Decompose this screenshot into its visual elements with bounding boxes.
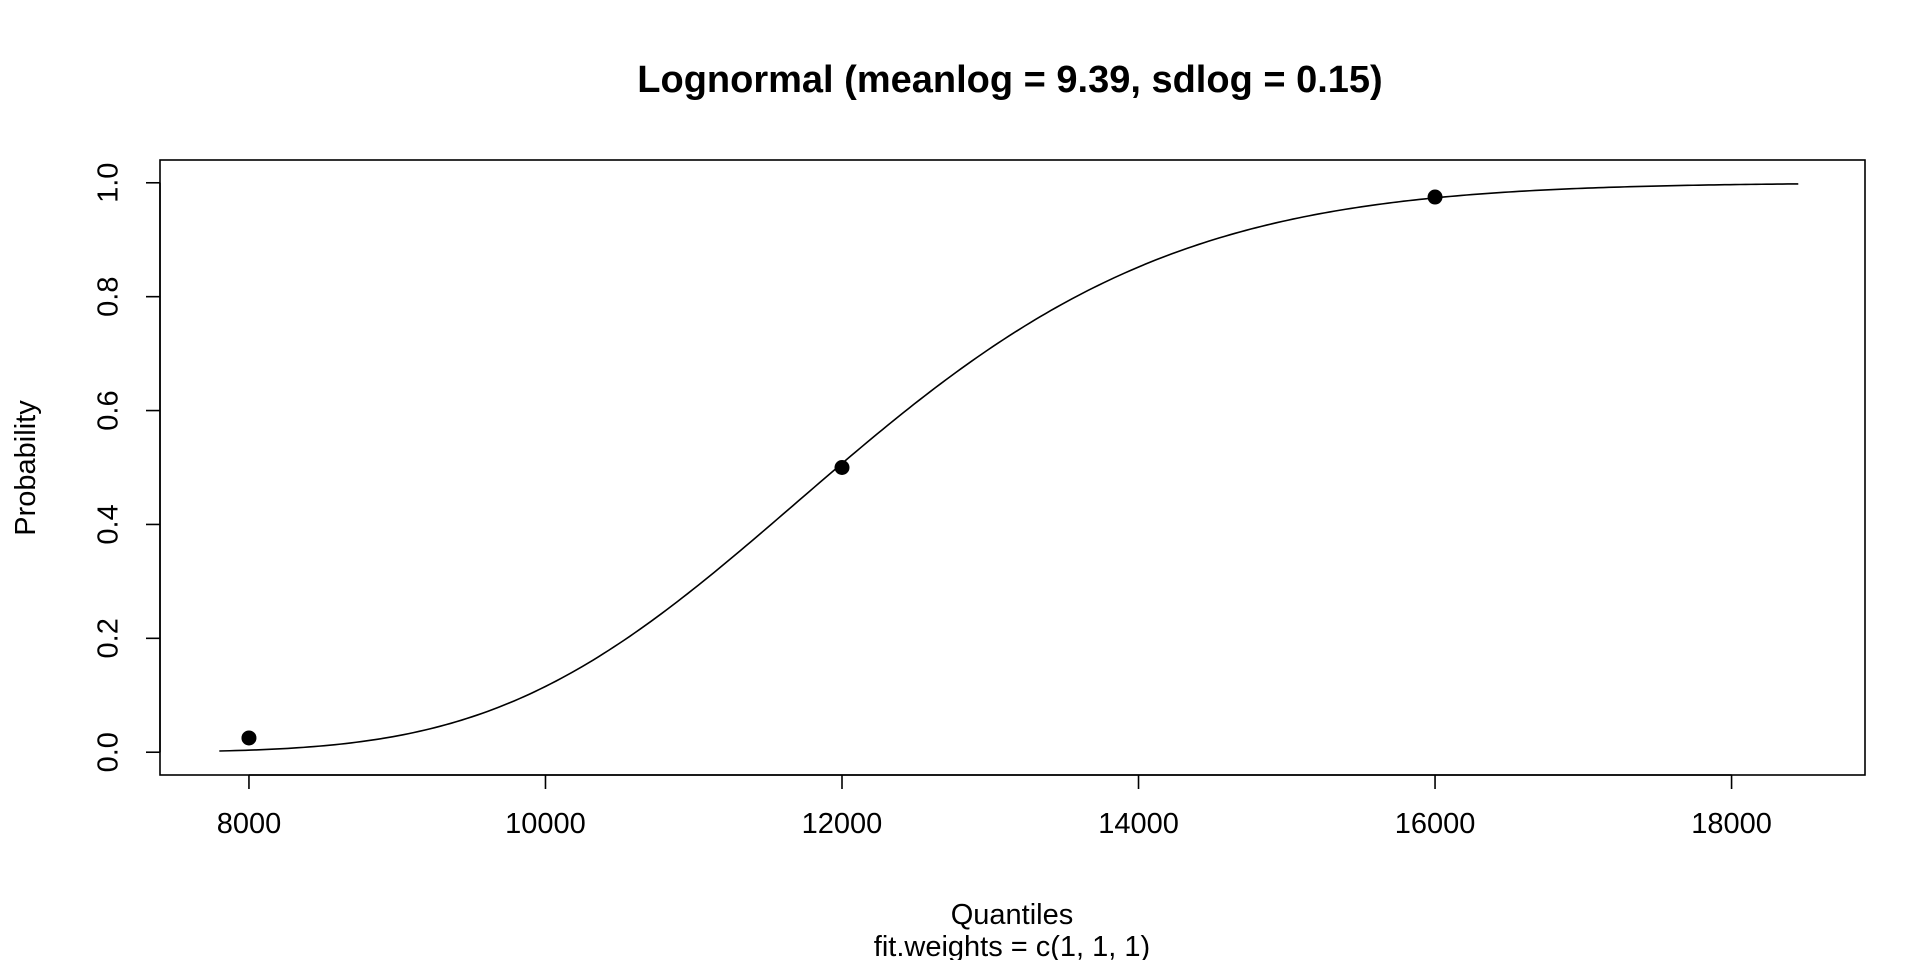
- y-tick-label: 0.8: [93, 277, 125, 317]
- x-tick-label: 10000: [505, 808, 586, 840]
- x-tick-label: 12000: [802, 808, 883, 840]
- data-point: [834, 460, 850, 475]
- y-tick-label: 0.2: [93, 618, 125, 658]
- x-tick-label: 8000: [217, 808, 282, 840]
- y-tick-label: 1.0: [93, 163, 125, 203]
- y-axis: 0.0 0.2 0.4 0.6 0.8 1.0: [93, 163, 161, 772]
- x-axis-sublabel: fit.weights = c(1, 1, 1): [874, 931, 1150, 960]
- chart-title: Lognormal (meanlog = 9.39, sdlog = 0.15): [637, 59, 1382, 101]
- y-axis-label: Probability: [10, 400, 42, 536]
- plot-frame: [159, 159, 1866, 776]
- x-tick-label: 16000: [1395, 808, 1476, 840]
- x-axis-label: Quantiles: [951, 899, 1074, 931]
- data-point: [241, 730, 257, 746]
- data-points: [241, 189, 1443, 746]
- y-tick-label: 0.6: [93, 390, 125, 430]
- cdf-curve: [219, 183, 1799, 752]
- data-point: [1427, 189, 1443, 205]
- x-tick-label: 18000: [1691, 808, 1772, 840]
- x-axis: 8000 10000 12000 14000 16000 18000: [217, 774, 1772, 840]
- y-tick-label: 0.0: [93, 732, 125, 772]
- x-tick-label: 14000: [1098, 808, 1179, 840]
- y-tick-label: 0.4: [93, 504, 125, 544]
